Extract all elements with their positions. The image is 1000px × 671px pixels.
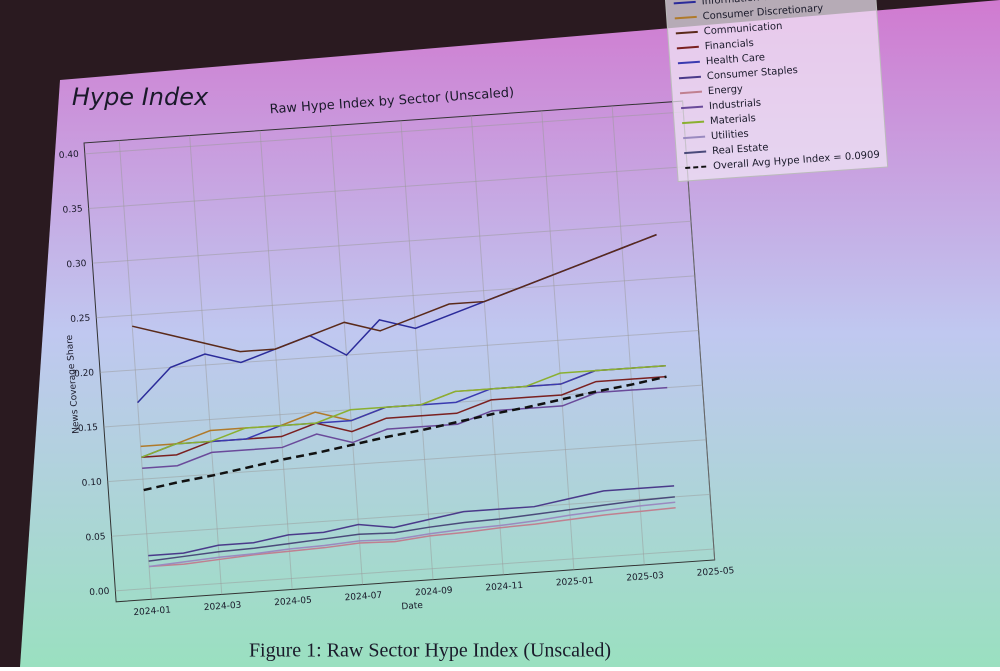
legend-swatch	[679, 90, 703, 95]
y-tick-label: 0.20	[74, 368, 95, 379]
x-tick-label: 2025-05	[696, 566, 734, 579]
series-line	[132, 233, 657, 353]
grid-line	[107, 439, 707, 483]
grid-line	[100, 329, 699, 373]
x-tick-label: 2025-01	[556, 576, 594, 589]
series-line	[143, 375, 667, 492]
grid-line	[259, 130, 293, 590]
y-tick-label: 0.35	[62, 204, 83, 215]
x-tick-label: 2024-07	[344, 591, 382, 604]
legend-swatch	[678, 75, 701, 80]
legend-label: Materials	[710, 113, 756, 127]
series-line	[148, 496, 675, 562]
grid-line	[470, 115, 504, 575]
y-tick-label: 0.10	[81, 478, 102, 489]
grid-line	[115, 548, 714, 592]
y-tick-label: 0.15	[78, 423, 99, 434]
legend-box	[664, 0, 889, 183]
x-axis-label: Date	[401, 601, 424, 613]
grid-line	[111, 493, 711, 537]
series-line	[148, 501, 676, 568]
x-tick-label: 2024-03	[204, 601, 242, 614]
legend-label: Health Care	[706, 52, 766, 67]
legend-swatch	[683, 135, 706, 140]
legend-swatch	[684, 150, 707, 155]
series-line	[142, 386, 668, 469]
grid-line	[92, 220, 692, 264]
legend-swatch	[682, 120, 705, 125]
x-tick-label: 2025-03	[626, 571, 664, 584]
legend-swatch	[685, 165, 708, 170]
x-tick-label: 2024-05	[274, 596, 312, 609]
legend-swatch	[676, 45, 699, 50]
y-tick-label: 0.30	[66, 259, 87, 270]
grid-line	[400, 120, 434, 580]
grid-line	[118, 140, 152, 600]
legend-swatch	[673, 0, 696, 5]
legend-label: Financials	[704, 38, 754, 52]
y-tick-label: 0.25	[70, 314, 91, 325]
y-tick-label: 0.00	[89, 587, 110, 598]
x-tick-label: 2024-01	[133, 605, 171, 618]
series-line	[148, 507, 676, 568]
y-tick-label: 0.05	[85, 532, 106, 543]
y-tick-label: 0.40	[59, 150, 80, 161]
legend-swatch	[674, 15, 697, 20]
slide-title: Hype Index	[72, 83, 209, 111]
grid-line	[88, 166, 688, 209]
grid-line	[541, 110, 575, 570]
legend-label: Real Estate	[712, 142, 769, 157]
legend-label: Communication	[703, 21, 782, 37]
x-tick-label: 2024-11	[485, 581, 523, 594]
legend-swatch	[675, 30, 698, 35]
legend-swatch	[677, 60, 700, 65]
legend-label: Energy	[708, 84, 744, 97]
grid-line	[96, 275, 695, 319]
grid-line	[189, 135, 223, 595]
grid-line	[84, 111, 684, 155]
legend-swatch	[680, 105, 704, 110]
legend-label: Industrials	[709, 98, 762, 113]
chart: Raw Hype Index by Sector (Unscaled) Date…	[59, 0, 889, 618]
x-tick-label: 2024-09	[415, 586, 453, 599]
series-line	[148, 485, 675, 557]
legend-label: Utilities	[711, 129, 749, 143]
series-line	[141, 364, 666, 458]
caption: Figure 1: Raw Sector Hype Index (Unscale…	[249, 640, 611, 662]
